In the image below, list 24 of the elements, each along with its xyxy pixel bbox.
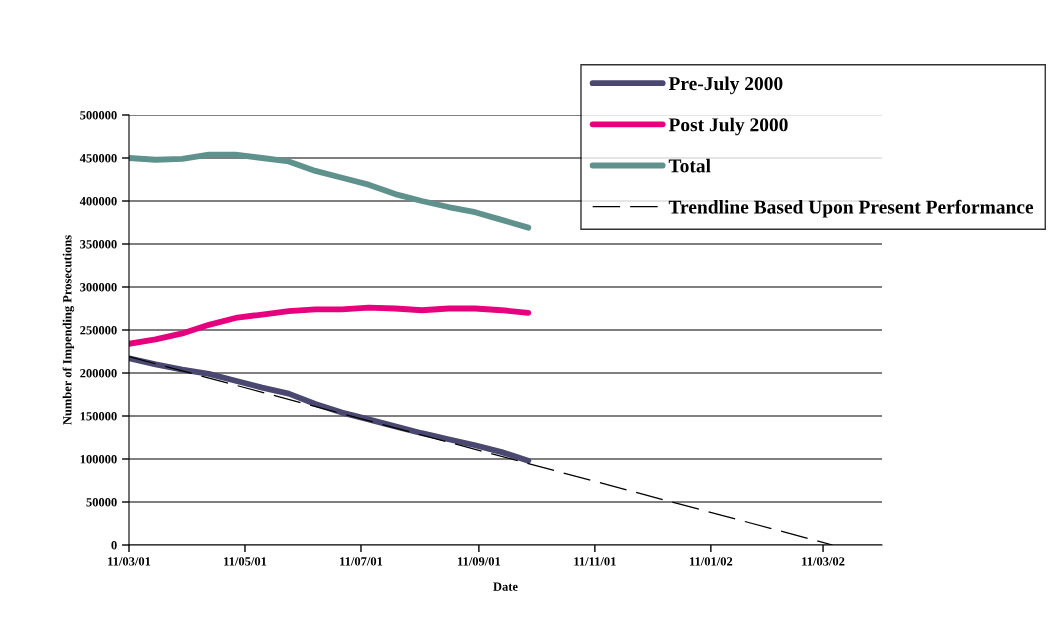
y-tick-label: 400000	[79, 197, 117, 206]
y-tick-label: 0	[111, 541, 117, 550]
y-axis-title: Number of Impending Prosecutions	[62, 235, 75, 425]
x-tick-label: 11/09/01	[458, 557, 501, 566]
x-axis-title: Date	[493, 582, 518, 591]
y-tick-label: 500000	[80, 111, 117, 120]
x-tick-label: 11/05/01	[224, 557, 267, 566]
legend-label: Total	[668, 158, 711, 173]
y-tick-label: 200000	[80, 369, 117, 378]
x-tick-label: 11/03/01	[108, 557, 151, 566]
x-tick-label: 11/07/01	[340, 557, 383, 566]
legend-label: Pre-July 2000	[668, 76, 783, 95]
x-tick-label: 11/11/01	[574, 557, 616, 566]
x-tick-label: 11/01/02	[689, 557, 733, 566]
y-tick-label: 100000	[80, 455, 117, 464]
y-tick-label: 350000	[80, 240, 117, 249]
y-tick-label: 250000	[80, 326, 117, 335]
y-tick-label: 450000	[79, 154, 117, 163]
legend-label: Post July 2000	[668, 117, 788, 136]
legend-label: Trendline Based Upon Present Performance	[668, 199, 1034, 218]
x-tick-label: 11/03/02	[802, 557, 845, 566]
y-tick-label: 50000	[86, 498, 117, 507]
y-tick-label: 300000	[80, 283, 117, 292]
y-tick-label: 150000	[80, 412, 117, 421]
